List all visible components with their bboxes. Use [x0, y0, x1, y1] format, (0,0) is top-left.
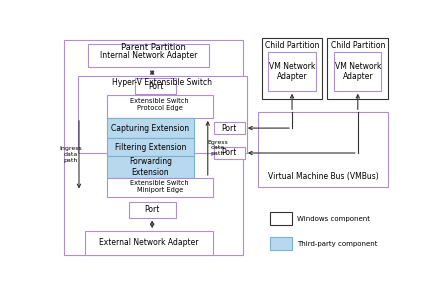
- FancyBboxPatch shape: [268, 52, 315, 91]
- Text: Port: Port: [144, 205, 159, 214]
- Text: VM Network
Adapter: VM Network Adapter: [268, 62, 315, 81]
- FancyBboxPatch shape: [135, 78, 175, 94]
- Text: Filtering Extension: Filtering Extension: [115, 143, 186, 152]
- Text: Windows component: Windows component: [296, 216, 369, 222]
- FancyBboxPatch shape: [106, 156, 194, 178]
- Text: Hyper-V Extensible Switch: Hyper-V Extensible Switch: [112, 78, 212, 87]
- FancyBboxPatch shape: [214, 122, 244, 134]
- Text: Port: Port: [221, 148, 237, 158]
- FancyBboxPatch shape: [270, 212, 291, 225]
- FancyBboxPatch shape: [327, 38, 387, 99]
- FancyBboxPatch shape: [128, 202, 175, 218]
- Text: External Network Adapter: External Network Adapter: [99, 238, 198, 248]
- FancyBboxPatch shape: [333, 52, 381, 91]
- Text: Forwarding
Extension: Forwarding Extension: [128, 158, 171, 177]
- Text: Parent Partition: Parent Partition: [121, 43, 186, 52]
- Text: Egress
data
path: Egress data path: [207, 140, 228, 156]
- FancyBboxPatch shape: [106, 95, 212, 118]
- FancyBboxPatch shape: [261, 38, 322, 99]
- Text: Capturing Extension: Capturing Extension: [111, 123, 189, 133]
- Text: Port: Port: [148, 82, 163, 91]
- FancyBboxPatch shape: [64, 40, 243, 255]
- Text: Extensible Switch
Miniport Edge: Extensible Switch Miniport Edge: [130, 180, 189, 193]
- FancyBboxPatch shape: [85, 231, 212, 255]
- FancyBboxPatch shape: [106, 118, 194, 138]
- Text: Internal Network Adapter: Internal Network Adapter: [100, 51, 197, 60]
- Text: Virtual Machine Bus (VMBus): Virtual Machine Bus (VMBus): [267, 172, 378, 181]
- FancyBboxPatch shape: [78, 76, 246, 153]
- FancyBboxPatch shape: [88, 44, 209, 67]
- Text: Child Partition: Child Partition: [264, 41, 319, 50]
- Text: Third-party component: Third-party component: [296, 240, 377, 247]
- Text: VM Network
Adapter: VM Network Adapter: [334, 62, 380, 81]
- FancyBboxPatch shape: [270, 237, 291, 250]
- FancyBboxPatch shape: [214, 147, 244, 159]
- Text: Child Partition: Child Partition: [330, 41, 384, 50]
- FancyBboxPatch shape: [106, 138, 194, 156]
- Text: Ingress
data
path: Ingress data path: [59, 146, 82, 163]
- Text: Port: Port: [221, 123, 237, 133]
- FancyBboxPatch shape: [106, 178, 212, 197]
- Text: Extensible Switch
Protocol Edge: Extensible Switch Protocol Edge: [130, 98, 189, 111]
- FancyBboxPatch shape: [258, 112, 387, 187]
